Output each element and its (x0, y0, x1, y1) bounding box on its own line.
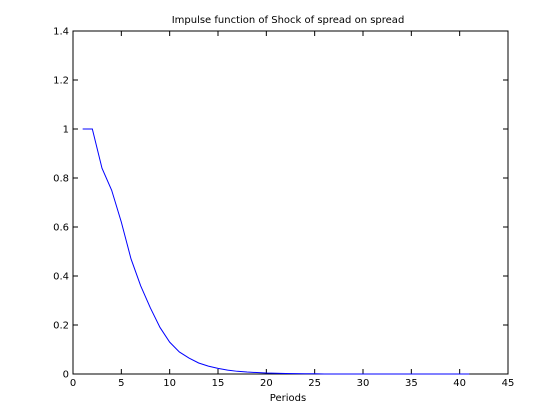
y-tick-label: 0.4 (53, 272, 69, 283)
x-tick-label: 30 (357, 378, 370, 389)
x-tick-label: 5 (118, 378, 124, 389)
y-axis-ticks: 0 0.2 0.4 0.6 0.8 1 1.2 1.4 (53, 27, 508, 381)
x-axis-label: Periods (270, 393, 306, 404)
series-line (82, 128, 470, 375)
y-tick-label: 0.2 (53, 321, 69, 332)
x-tick-label: 20 (260, 378, 273, 389)
x-tick-label: 10 (163, 378, 176, 389)
x-tick-label: 0 (70, 378, 76, 389)
x-axis-ticks: 0 5 10 15 20 25 30 35 40 45 (70, 31, 515, 389)
x-tick-label: 45 (502, 378, 515, 389)
plot-area-frame (72, 30, 509, 375)
y-tick-label: 1.2 (53, 76, 69, 87)
x-tick-label: 35 (405, 378, 418, 389)
y-tick-label: 1.4 (53, 27, 69, 38)
y-tick-label: 0.6 (53, 223, 69, 234)
y-tick-label: 0.8 (53, 174, 69, 185)
x-tick-label: 40 (453, 378, 466, 389)
x-tick-label: 15 (212, 378, 225, 389)
x-tick-label: 25 (308, 378, 321, 389)
chart-title: Impulse function of Shock of spread on s… (172, 15, 405, 26)
y-tick-label: 0 (63, 370, 69, 381)
y-tick-label: 1 (63, 125, 69, 136)
